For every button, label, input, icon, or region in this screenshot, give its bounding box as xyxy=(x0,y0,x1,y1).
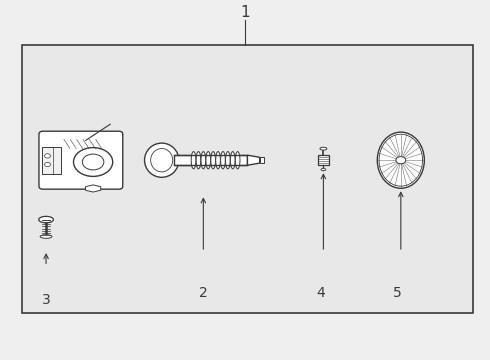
Polygon shape xyxy=(85,185,101,192)
Circle shape xyxy=(45,154,50,158)
Ellipse shape xyxy=(145,143,179,177)
Polygon shape xyxy=(247,155,260,165)
Text: 3: 3 xyxy=(42,293,51,307)
Circle shape xyxy=(396,157,406,164)
Circle shape xyxy=(74,148,113,176)
Ellipse shape xyxy=(40,235,52,238)
Bar xyxy=(22,45,473,313)
Text: 1: 1 xyxy=(240,5,250,20)
Text: 4: 4 xyxy=(317,286,325,300)
Bar xyxy=(260,157,264,163)
Ellipse shape xyxy=(235,152,240,169)
Ellipse shape xyxy=(196,152,201,169)
FancyBboxPatch shape xyxy=(39,131,122,189)
Bar xyxy=(318,155,329,165)
Bar xyxy=(174,155,247,165)
Text: 2: 2 xyxy=(199,286,208,300)
Circle shape xyxy=(45,162,50,167)
Ellipse shape xyxy=(321,168,326,171)
Ellipse shape xyxy=(201,152,206,169)
Ellipse shape xyxy=(206,152,211,169)
Ellipse shape xyxy=(151,149,172,172)
Ellipse shape xyxy=(230,152,235,169)
Circle shape xyxy=(82,154,104,170)
Ellipse shape xyxy=(225,152,230,169)
Ellipse shape xyxy=(211,152,216,169)
Text: 5: 5 xyxy=(392,286,401,300)
Ellipse shape xyxy=(377,132,424,188)
Ellipse shape xyxy=(220,152,225,169)
Ellipse shape xyxy=(191,152,196,169)
Ellipse shape xyxy=(216,152,220,169)
Bar xyxy=(42,147,61,174)
Ellipse shape xyxy=(39,216,53,223)
Ellipse shape xyxy=(320,147,327,150)
